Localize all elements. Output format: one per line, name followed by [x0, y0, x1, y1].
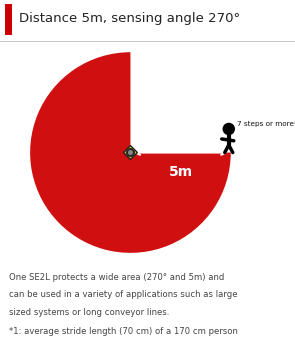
Circle shape	[223, 123, 234, 135]
Text: *1: average stride length (70 cm) of a 170 cm person: *1: average stride length (70 cm) of a 1…	[9, 327, 238, 336]
Text: Distance 5m, sensing angle 270°: Distance 5m, sensing angle 270°	[19, 12, 240, 24]
Wedge shape	[30, 52, 231, 253]
FancyBboxPatch shape	[124, 146, 137, 159]
Circle shape	[127, 149, 134, 156]
Text: 5m: 5m	[168, 165, 193, 178]
Bar	[5, 4, 12, 35]
Text: sized systems or long conveyor lines.: sized systems or long conveyor lines.	[9, 308, 169, 317]
Text: can be used in a variety of applications such as large: can be used in a variety of applications…	[9, 290, 237, 299]
Text: 7 steps or more*¹: 7 steps or more*¹	[237, 120, 295, 127]
Text: One SE2L protects a wide area (270° and 5m) and: One SE2L protects a wide area (270° and …	[9, 273, 224, 282]
Circle shape	[129, 151, 132, 154]
